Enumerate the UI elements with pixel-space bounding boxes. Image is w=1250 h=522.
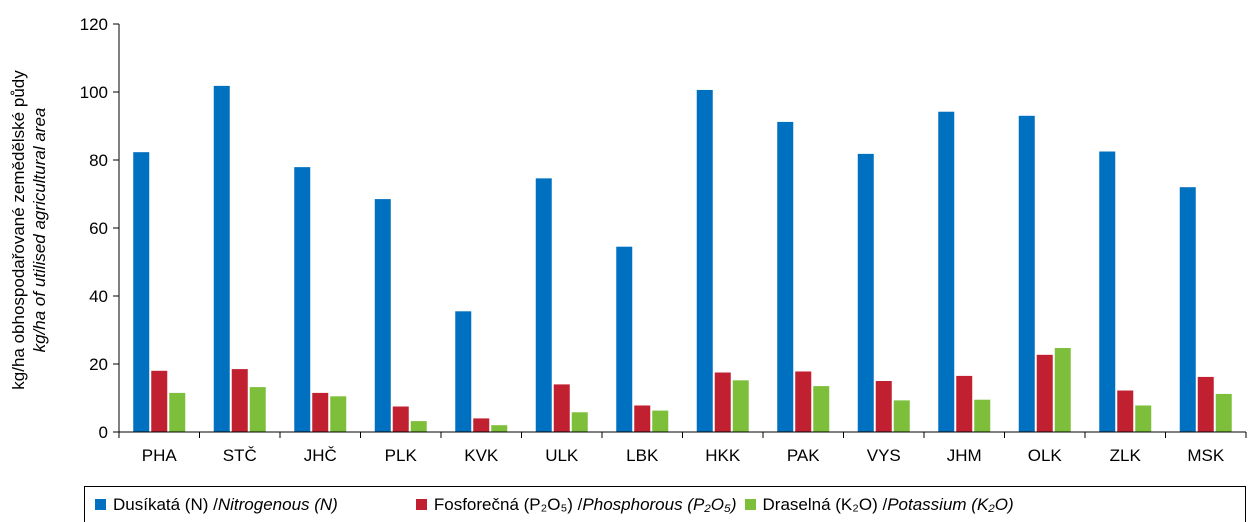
- x-tick-label: ZLK: [1110, 446, 1142, 465]
- x-tick-label: HKK: [705, 446, 741, 465]
- bar-potassium-pak: [813, 386, 830, 432]
- legend-label-nitrogenous-cz: Dusíkatá (N) /: [113, 494, 218, 514]
- bar-nitrogenous-olk: [1018, 115, 1035, 433]
- x-tick-label: JHM: [947, 446, 982, 465]
- x-tick-label: PLK: [385, 446, 418, 465]
- bar-potassium-zlk: [1135, 405, 1152, 432]
- bar-potassium-hkk: [732, 380, 749, 432]
- bar-phosphorous-jhč: [312, 392, 329, 432]
- bar-potassium-jhč: [330, 396, 347, 432]
- bar-potassium-plk: [410, 421, 427, 432]
- bar-potassium-pha: [169, 392, 186, 432]
- bar-potassium-lbk: [652, 410, 669, 432]
- bar-phosphorous-stč: [231, 369, 248, 432]
- bar-phosphorous-jhm: [956, 375, 973, 432]
- bar-nitrogenous-pak: [777, 121, 794, 433]
- x-axis: PHA STČ JHČ PLK KVK ULK LBK HKK PAK VYS JHM OLK ZLK M…: [118, 431, 1247, 465]
- x-tick-label: KVK: [464, 446, 499, 465]
- bar-nitrogenous-msk: [1179, 187, 1196, 432]
- bar-phosphorous-pak: [795, 371, 812, 432]
- bar-phosphorous-msk: [1197, 376, 1214, 432]
- bar-potassium-stč: [249, 387, 266, 432]
- x-tick-label: JHČ: [304, 446, 337, 465]
- legend-item-nitrogenous: Dusíkatá (N) / Nitrogenous (N): [95, 495, 338, 515]
- x-tick-label: STČ: [223, 446, 257, 465]
- y-axis-label-en: kg/ha of utilised agricultural area: [30, 108, 49, 353]
- y-axis: 0 20 40 60 80 100 120: [80, 15, 120, 442]
- x-tick-label: PHA: [142, 446, 178, 465]
- legend-swatch-potassium: [744, 499, 756, 510]
- bar-phosphorous-zlk: [1117, 390, 1134, 432]
- bar-nitrogenous-kvk: [455, 311, 472, 432]
- bar-nitrogenous-ulk: [535, 178, 552, 432]
- bar-potassium-jhm: [974, 399, 991, 432]
- y-tick-label: 60: [89, 219, 108, 238]
- bar-nitrogenous-jhm: [938, 111, 955, 432]
- y-tick-label: 0: [99, 423, 108, 442]
- bar-potassium-ulk: [571, 412, 588, 432]
- x-tick-label: PAK: [787, 446, 820, 465]
- bar-nitrogenous-pha: [133, 152, 150, 432]
- bar-phosphorous-pha: [151, 370, 168, 432]
- bar-potassium-kvk: [491, 425, 508, 432]
- bar-nitrogenous-plk: [374, 199, 391, 432]
- bar-phosphorous-ulk: [553, 384, 570, 432]
- bar-chart: 0 20 40 60 80 100 120 PHA STČ JHČ PLK KVK ULK LBK HKK…: [9, 15, 1247, 465]
- bar-phosphorous-plk: [392, 406, 409, 432]
- bars: [133, 85, 1232, 433]
- bar-phosphorous-olk: [1036, 354, 1053, 432]
- x-tick-label: ULK: [545, 446, 579, 465]
- bar-potassium-vys: [893, 400, 910, 432]
- legend-label-potassium-en: Potassium (K₂O): [887, 494, 1014, 514]
- bar-nitrogenous-vys: [857, 153, 874, 432]
- legend-label-phosphorous-en: Phosphorous (P₂O₅): [582, 494, 737, 514]
- bar-nitrogenous-jhč: [294, 167, 311, 432]
- bar-nitrogenous-stč: [213, 85, 230, 432]
- x-tick-label: OLK: [1028, 446, 1063, 465]
- legend-item-potassium: Draselná (K₂O) / Potassium (K₂O): [744, 494, 1014, 515]
- legend-label-nitrogenous-en: Nitrogenous (N): [217, 494, 338, 514]
- chart-legend: Dusíkatá (N) / Nitrogenous (N) Fosforečn…: [84, 486, 1246, 522]
- x-tick-label: MSK: [1187, 446, 1225, 465]
- bar-potassium-olk: [1054, 348, 1071, 432]
- y-tick-label: 80: [89, 151, 108, 170]
- bar-phosphorous-vys: [875, 381, 892, 432]
- y-axis-label: kg/ha obhospodařované zemědělské půdy: [9, 70, 28, 390]
- legend-swatch-nitrogenous: [95, 499, 106, 510]
- bar-nitrogenous-lbk: [616, 246, 633, 432]
- legend-item-phosphorous: Fosforečná (P₂O₅) / Phosphorous (P₂O₅): [415, 494, 737, 515]
- bar-phosphorous-lbk: [634, 405, 651, 432]
- bar-phosphorous-kvk: [473, 418, 490, 432]
- legend-swatch-phosphorous: [415, 499, 427, 510]
- y-tick-label: 40: [89, 287, 108, 306]
- y-tick-label: 120: [80, 15, 108, 34]
- y-tick-label: 20: [89, 355, 108, 374]
- bar-potassium-msk: [1215, 393, 1232, 432]
- legend-label-phosphorous-cz: Fosforečná (P₂O₅) /: [433, 494, 583, 514]
- bar-phosphorous-hkk: [714, 372, 731, 432]
- x-tick-label: VYS: [867, 446, 901, 465]
- x-tick-label: LBK: [626, 446, 659, 465]
- y-tick-label: 100: [80, 83, 108, 102]
- bar-nitrogenous-zlk: [1099, 151, 1116, 432]
- legend-label-potassium-cz: Draselná (K₂O) /: [762, 494, 888, 514]
- bar-nitrogenous-hkk: [696, 89, 713, 433]
